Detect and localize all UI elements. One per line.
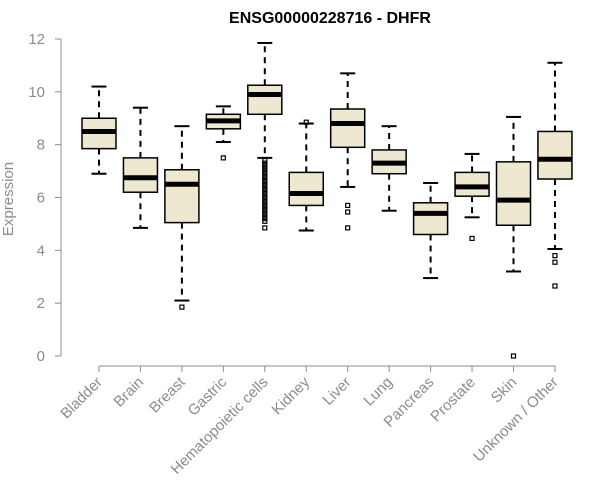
y-axis-label: Expression — [0, 162, 17, 236]
outlier-point — [262, 171, 268, 177]
outlier-point — [262, 218, 268, 224]
box-8 — [412, 181, 449, 280]
outlier-point — [262, 176, 268, 182]
outlier-point — [262, 205, 268, 211]
x-tick-label: Skin — [488, 374, 521, 407]
iqr-box — [122, 157, 159, 193]
outlier-point — [262, 192, 268, 198]
outlier-point — [345, 202, 351, 209]
outlier-point — [262, 157, 268, 164]
iqr-box — [454, 171, 490, 197]
y-tick-label: 4 — [37, 242, 45, 259]
outlier-point — [262, 163, 268, 169]
iqr-box — [412, 202, 449, 236]
y-tick-label: 10 — [28, 84, 45, 101]
outlier-point — [262, 189, 268, 195]
box-1 — [122, 106, 159, 229]
x-tick-label: Liver — [320, 374, 355, 409]
outlier-point — [262, 197, 268, 203]
outlier-point — [262, 200, 268, 206]
outlier-point — [510, 353, 517, 359]
outlier-point — [262, 208, 268, 214]
iqr-box — [288, 171, 324, 207]
box-7 — [371, 125, 407, 212]
box-3 — [205, 105, 242, 161]
iqr-box — [537, 130, 573, 180]
iqr-box — [495, 161, 532, 226]
outlier-point — [262, 181, 268, 187]
outlier-point — [262, 186, 268, 193]
outlier-point — [552, 283, 558, 289]
x-tick-label: Prostate — [427, 374, 479, 426]
outlier-point — [552, 259, 558, 265]
x-tick-label: Kidney — [269, 373, 314, 418]
outlier-point — [345, 225, 351, 231]
iqr-box — [329, 108, 366, 149]
box-10 — [495, 115, 532, 359]
outlier-point — [262, 165, 268, 172]
outlier-point — [262, 216, 268, 222]
outlier-point — [262, 213, 268, 219]
box-2 — [164, 125, 200, 310]
outlier-point — [262, 168, 268, 174]
box-5 — [288, 119, 324, 232]
outlier-point — [262, 202, 268, 209]
outlier-point — [262, 225, 268, 231]
outlier-point — [262, 210, 268, 216]
chart-title: ENSG00000228716 - DHFR — [229, 10, 431, 27]
box-9 — [454, 152, 490, 242]
outlier-point — [179, 304, 185, 310]
boxes-group — [81, 41, 573, 359]
x-tick-label: Breast — [146, 373, 189, 416]
y-tick-label: 2 — [37, 295, 45, 312]
box-11 — [537, 61, 573, 289]
y-axis: 0 2 4 6 8 10 12 — [28, 31, 62, 365]
y-tick-label: 0 — [37, 348, 45, 365]
y-tick-label: 8 — [37, 137, 45, 154]
x-tick-label: Bladder — [57, 374, 106, 423]
box-0 — [81, 85, 117, 175]
outlier-point — [262, 160, 268, 166]
outlier-point — [262, 184, 268, 190]
y-tick-label: 6 — [37, 190, 45, 207]
outlier-point — [262, 173, 268, 179]
outlier-point — [345, 209, 351, 215]
outlier-point — [469, 235, 475, 242]
iqr-box — [164, 169, 200, 224]
y-tick-label: 12 — [28, 31, 45, 48]
iqr-box — [247, 84, 283, 116]
outlier-point — [262, 179, 268, 185]
outlier-point — [262, 194, 268, 201]
x-tick-label: Lung — [360, 374, 396, 410]
outlier-point — [552, 253, 558, 259]
box-4 — [247, 41, 283, 231]
x-tick-label: Brain — [110, 374, 147, 411]
outlier-point — [303, 119, 309, 125]
outlier-point — [220, 155, 226, 161]
box-6 — [329, 72, 366, 231]
